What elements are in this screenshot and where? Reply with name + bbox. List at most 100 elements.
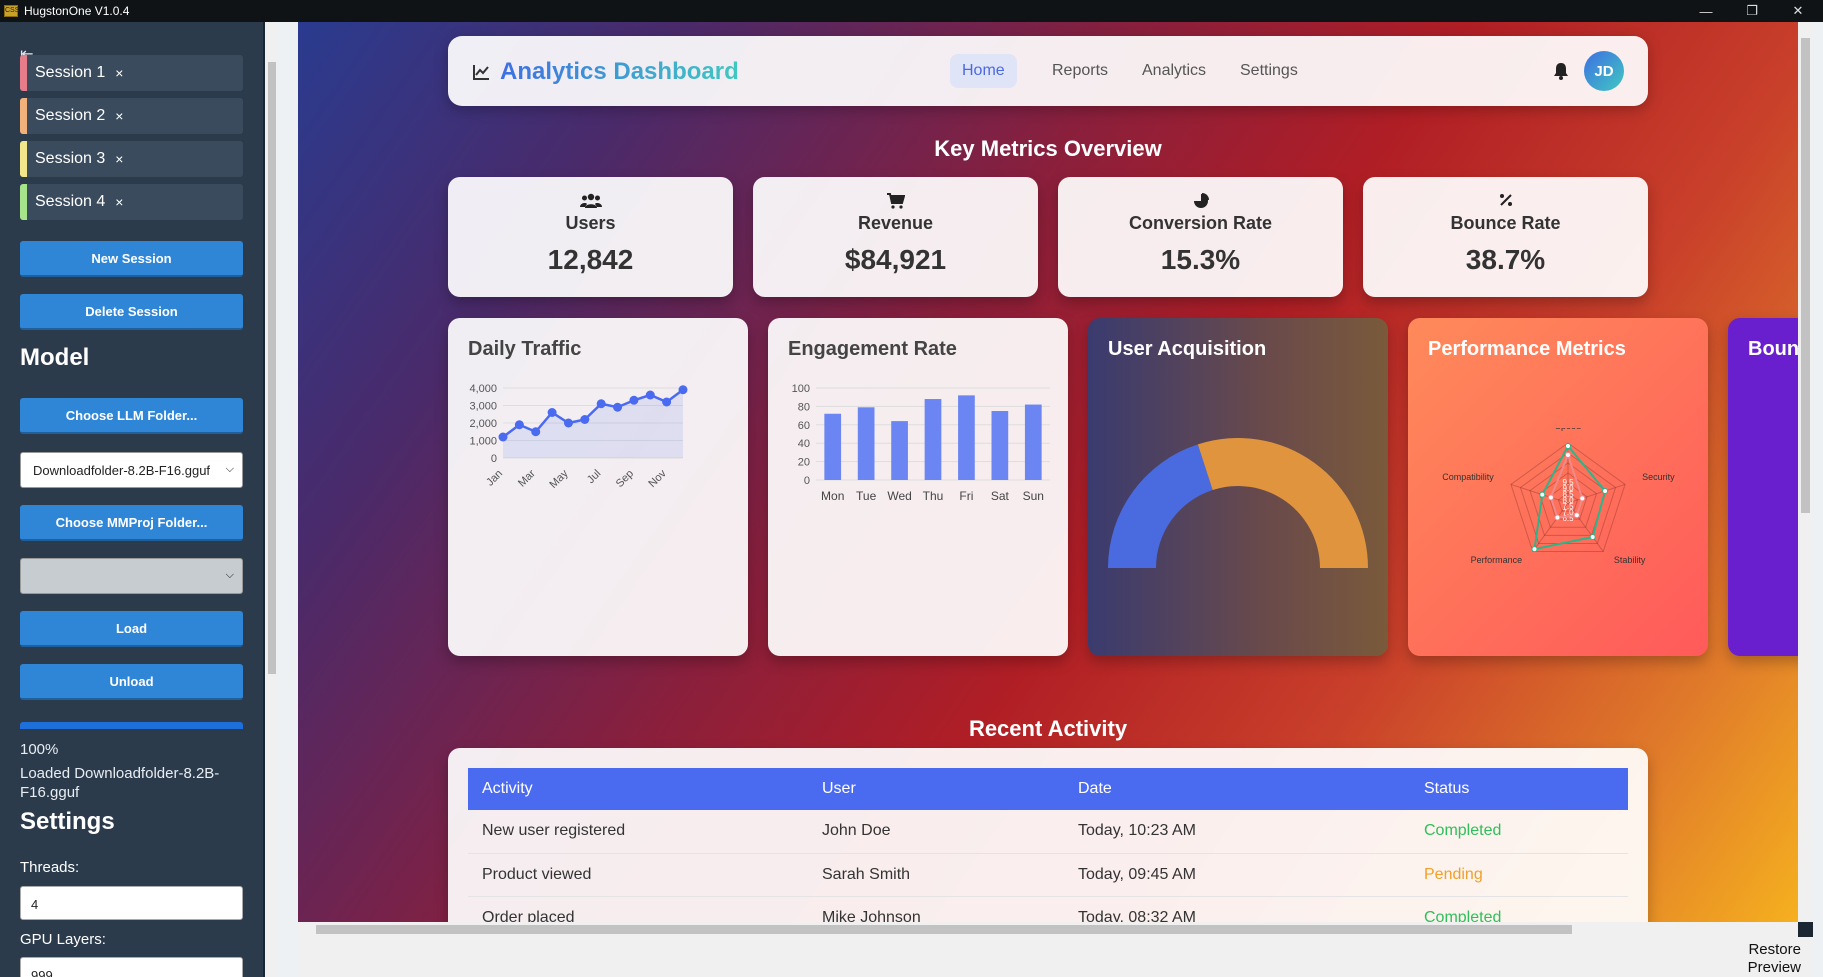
restore-preview-button[interactable]: Restore Preview bbox=[1748, 941, 1801, 977]
user-avatar[interactable]: JD bbox=[1584, 51, 1624, 91]
y-tick-label: 40 bbox=[798, 438, 810, 450]
restore-icon[interactable]: ❐ bbox=[1746, 3, 1758, 18]
y-tick-label: 1,000 bbox=[469, 436, 497, 448]
mmproj-select[interactable]: ⌵ bbox=[20, 558, 243, 594]
radar-axis-label: Security bbox=[1642, 472, 1675, 482]
radar-point bbox=[1573, 512, 1580, 519]
bar bbox=[924, 399, 942, 480]
table-header-row: Activity User Date Status bbox=[468, 768, 1628, 810]
gpu-layers-input[interactable]: 999 bbox=[20, 957, 243, 977]
data-point bbox=[498, 432, 508, 442]
column-header: Status bbox=[1410, 768, 1628, 810]
data-point bbox=[580, 415, 590, 424]
percent-icon bbox=[1363, 193, 1648, 211]
user-cell: John Doe bbox=[808, 810, 1064, 854]
preview-vertical-scrollbar[interactable] bbox=[1798, 22, 1813, 922]
window-title: HugstonOne V1.0.4 bbox=[24, 4, 130, 18]
radar-grid bbox=[1510, 442, 1626, 553]
delete-session-button[interactable]: Delete Session bbox=[20, 294, 243, 330]
data-point bbox=[662, 397, 672, 407]
choose-mmproj-folder-button[interactable]: Choose MMProj Folder... bbox=[20, 505, 243, 541]
table-row[interactable]: New user registered John Doe Today, 10:2… bbox=[468, 810, 1628, 854]
session-tab-2[interactable]: Session 2 × bbox=[20, 98, 243, 134]
scrollbar-thumb[interactable] bbox=[268, 62, 276, 674]
cart-icon bbox=[753, 193, 1038, 211]
activity-cell: Product viewed bbox=[468, 853, 808, 897]
close-session-icon[interactable]: × bbox=[115, 108, 124, 124]
session-label: Session 1 bbox=[35, 64, 106, 81]
load-progress-bar bbox=[20, 722, 243, 729]
brand[interactable]: Analytics Dashboard bbox=[472, 58, 739, 86]
y-tick-label: 100 bbox=[792, 383, 810, 395]
x-tick-label: Fri bbox=[959, 489, 973, 503]
session-tab-4[interactable]: Session 4 × bbox=[20, 184, 243, 220]
x-tick-label: Mar bbox=[516, 467, 538, 489]
metric-value: $84,921 bbox=[844, 244, 947, 275]
radar-point bbox=[1565, 443, 1571, 449]
nav-reports[interactable]: Reports bbox=[1052, 62, 1109, 79]
metric-value: 38.7% bbox=[1465, 244, 1546, 275]
nav-home[interactable]: Home bbox=[950, 54, 1017, 88]
chart-card-user-acquisition: User Acquisition bbox=[1088, 318, 1388, 656]
user-cell: Mike Johnson bbox=[808, 896, 1064, 922]
radar-point bbox=[1602, 487, 1609, 494]
llm-model-select[interactable]: Downloadfolder-8.2B-F16.gguf ⌵ bbox=[20, 452, 243, 488]
status-badge: Pending bbox=[1410, 853, 1628, 897]
scrollbar-thumb[interactable] bbox=[316, 925, 1572, 934]
y-tick-label: 80 bbox=[798, 401, 810, 413]
metric-name: Revenue bbox=[857, 213, 934, 233]
bar bbox=[824, 413, 842, 480]
radar-point bbox=[1565, 452, 1571, 458]
data-point bbox=[514, 420, 524, 430]
new-session-button[interactable]: New Session bbox=[20, 241, 243, 277]
close-session-icon[interactable]: × bbox=[115, 65, 124, 81]
sidebar-scrollbar[interactable] bbox=[265, 22, 278, 977]
x-tick-label: Nov bbox=[646, 467, 669, 490]
settings-heading: Settings bbox=[20, 808, 115, 835]
radar-axis-label: Compatibility bbox=[1442, 472, 1494, 482]
chart-line-icon bbox=[473, 65, 489, 80]
y-tick-label: 3,000 bbox=[469, 401, 497, 413]
close-session-icon[interactable]: × bbox=[115, 194, 124, 210]
close-icon[interactable]: ✕ bbox=[1792, 3, 1804, 18]
y-tick-label: 2,000 bbox=[469, 418, 497, 430]
minimize-icon[interactable]: — bbox=[1699, 3, 1713, 19]
session-tab-1[interactable]: Session 1 × bbox=[20, 55, 243, 91]
x-tick-label: Mon bbox=[821, 489, 844, 503]
preview-horizontal-scrollbar[interactable] bbox=[298, 922, 1798, 937]
window-titlebar: CSS HugstonOne V1.0.4 — ❐ ✕ bbox=[0, 0, 1823, 22]
load-button[interactable]: Load bbox=[20, 611, 243, 647]
nav-analytics[interactable]: Analytics bbox=[1142, 62, 1207, 79]
chart-card-bounce: Boun bbox=[1728, 318, 1798, 656]
y-tick-label: 0 bbox=[804, 475, 810, 487]
metric-name: Conversion Rate bbox=[1128, 213, 1273, 233]
date-cell: Today, 08:32 AM bbox=[1064, 896, 1410, 922]
unload-button[interactable]: Unload bbox=[20, 664, 243, 700]
scrollbar-thumb[interactable] bbox=[1801, 38, 1810, 513]
radar-tick-label: 8.0 bbox=[1562, 496, 1574, 505]
threads-input[interactable]: 4 bbox=[20, 886, 243, 920]
nav-settings[interactable]: Settings bbox=[1240, 62, 1298, 79]
radar-tick-label: 7.5 bbox=[1562, 502, 1574, 511]
session-tab-3[interactable]: Session 3 × bbox=[20, 141, 243, 177]
table-row[interactable]: Order placed Mike Johnson Today, 08:32 A… bbox=[468, 896, 1628, 922]
data-point bbox=[678, 385, 688, 395]
splitter[interactable] bbox=[278, 22, 298, 977]
recent-activity-card: Activity User Date Status New user regis… bbox=[448, 748, 1648, 922]
choose-llm-folder-button[interactable]: Choose LLM Folder... bbox=[20, 398, 243, 434]
radar-point bbox=[1531, 546, 1538, 553]
radar-series bbox=[1549, 452, 1584, 519]
radar-axis bbox=[1567, 483, 1626, 504]
table-row[interactable]: Product viewed Sarah Smith Today, 09:45 … bbox=[468, 853, 1628, 897]
dashboard-preview: Analytics Dashboard Home Reports Analyti… bbox=[298, 22, 1798, 922]
window-edge bbox=[1813, 22, 1823, 977]
chevron-down-icon: ⌵ bbox=[225, 569, 234, 581]
data-point bbox=[629, 395, 639, 405]
bell-icon[interactable] bbox=[1553, 62, 1569, 80]
close-session-icon[interactable]: × bbox=[115, 151, 124, 167]
data-point bbox=[563, 418, 573, 428]
gpu-layers-label: GPU Layers: bbox=[20, 931, 106, 948]
session-color-bar bbox=[20, 55, 27, 91]
column-header: Activity bbox=[468, 768, 808, 810]
radar-series bbox=[1533, 444, 1607, 551]
